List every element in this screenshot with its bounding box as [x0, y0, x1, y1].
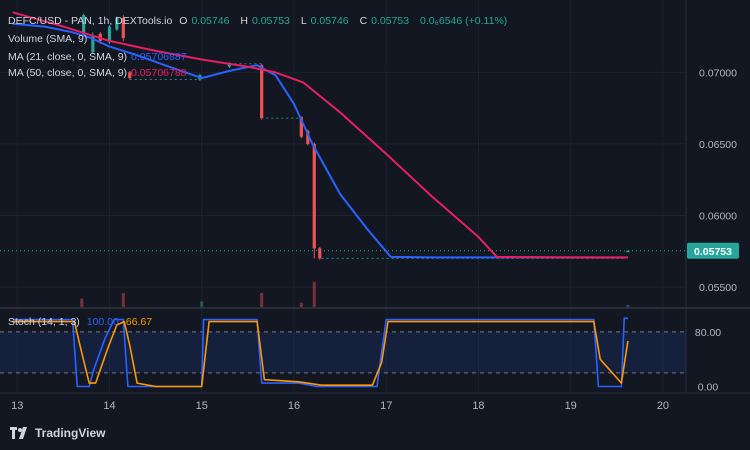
- candle-body: [128, 72, 132, 79]
- brand-name: TradingView: [35, 426, 106, 440]
- stoch-d-value: 66.67: [125, 316, 153, 328]
- candle-body: [107, 26, 112, 43]
- x-tick-label: 19: [565, 400, 577, 412]
- candle-body: [115, 18, 119, 30]
- candle-body: [227, 63, 231, 67]
- tradingview-brand[interactable]: TradingView: [10, 426, 105, 440]
- volume-bar: [121, 293, 125, 307]
- volume-legend[interactable]: Volume (SMA, 9): [8, 33, 88, 45]
- x-tick-label: 15: [196, 400, 208, 412]
- ma21-value: 0.05706887: [131, 51, 187, 63]
- y-tick-label: 0.07000: [699, 67, 737, 79]
- last-price-badge: [687, 242, 739, 259]
- x-tick-label: 16: [288, 400, 300, 412]
- stoch-tick-label: 80.00: [695, 327, 721, 339]
- candle-body: [306, 131, 310, 144]
- grid: [0, 0, 686, 392]
- ma50-legend[interactable]: MA (50, close, 0, SMA, 9) 0.05706788: [8, 67, 191, 79]
- candle-body: [318, 248, 322, 259]
- stoch-tick-label: 0.00: [698, 382, 719, 394]
- candle-body: [121, 18, 125, 39]
- candle-body: [91, 35, 95, 53]
- volume-bar: [626, 304, 630, 307]
- candle-body: [299, 116, 303, 137]
- volume-bar: [299, 302, 303, 307]
- ma50-label: MA (50, close, 0, SMA, 9): [8, 67, 128, 79]
- last-price-label: 0.05753: [694, 246, 732, 258]
- low-label: L 0.05746: [300, 15, 349, 27]
- ma50-line: [12, 11, 628, 259]
- stoch_d-line: [12, 320, 629, 388]
- stoch-label: Stoch (14, 1, 3): [8, 316, 80, 328]
- symbol-label: DEFC/USD - PAN, 1h, DEXTools.io: [8, 15, 173, 27]
- stoch-band: [0, 331, 686, 373]
- stoch-k-value: 100.00: [86, 316, 119, 328]
- ma21-label: MA (21, close, 0, SMA, 9): [8, 51, 128, 63]
- open-label: O 0.05746: [179, 15, 230, 27]
- volume-bar: [312, 281, 316, 307]
- candle-body: [312, 143, 316, 249]
- x-tick-label: 18: [472, 400, 484, 412]
- candle-body: [626, 250, 630, 253]
- tradingview-logo-icon: [10, 427, 27, 439]
- y-tick-label: 0.06500: [699, 139, 737, 151]
- high-label: H 0.05753: [240, 15, 290, 27]
- x-tick-label: 17: [380, 400, 392, 412]
- ma50-value: 0.05706788: [131, 67, 187, 79]
- candle-body: [260, 65, 264, 119]
- x-tick-label: 20: [657, 400, 669, 412]
- y-tick-label: 0.05500: [699, 282, 737, 294]
- close-label: C 0.05753: [359, 15, 410, 27]
- ohlc-legend: DEFC/USD - PAN, 1h, DEXTools.io O 0.05746…: [8, 15, 511, 27]
- volume-bar: [80, 298, 84, 307]
- ma21-legend[interactable]: MA (21, close, 0, SMA, 9) 0.05706887: [8, 51, 191, 63]
- volume-bar: [260, 293, 264, 307]
- stoch-legend[interactable]: Stoch (14, 1, 3) 100.00 66.67: [8, 316, 156, 328]
- x-tick-label: 13: [11, 400, 23, 412]
- candle-body: [82, 15, 86, 34]
- x-tick-label: 14: [103, 400, 115, 412]
- y-tick-label: 0.06000: [699, 210, 737, 222]
- volume-bar: [200, 301, 204, 307]
- change-label: 0.0₆6546 (+0.11%): [420, 15, 508, 27]
